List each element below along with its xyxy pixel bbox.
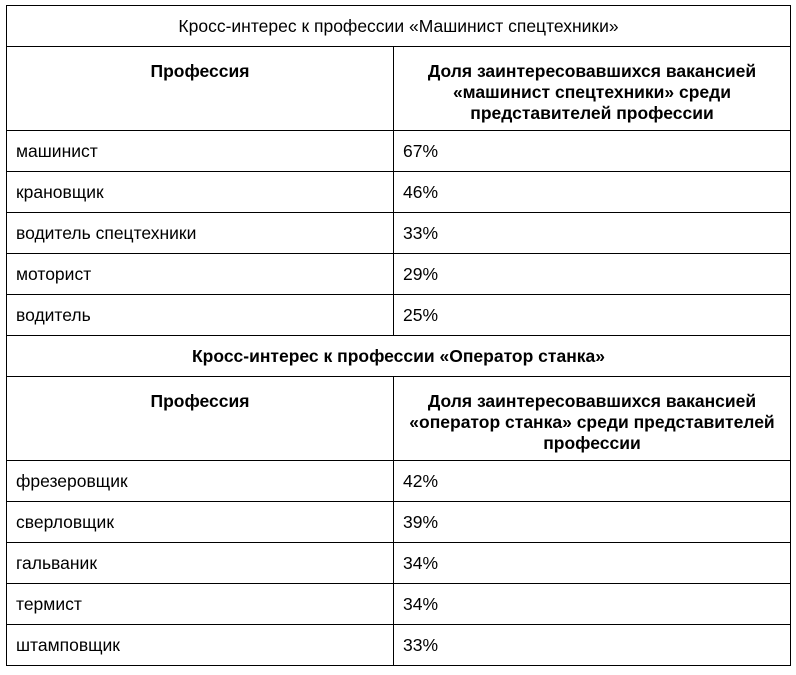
- profession-cell: водитель: [6, 294, 394, 336]
- table-row: водитель спецтехники 33%: [6, 212, 791, 254]
- cross-interest-table: Кросс-интерес к профессии «Машинист спец…: [6, 5, 791, 666]
- profession-cell: штамповщик: [6, 624, 394, 666]
- share-cell: 33%: [393, 624, 791, 666]
- share-cell: 29%: [393, 253, 791, 295]
- header-share: Доля заинтересовавшихся вакансией «опера…: [393, 376, 791, 461]
- profession-cell: машинист: [6, 130, 394, 172]
- profession-cell: гальваник: [6, 542, 394, 584]
- table-row: фрезеровщик 42%: [6, 460, 791, 502]
- table-row: сверловщик 39%: [6, 501, 791, 543]
- profession-cell: фрезеровщик: [6, 460, 394, 502]
- header-share: Доля заинтересовавшихся вакансией «машин…: [393, 46, 791, 131]
- section-title: Кросс-интерес к профессии «Оператор стан…: [6, 335, 791, 377]
- profession-cell: крановщик: [6, 171, 394, 213]
- share-cell: 46%: [393, 171, 791, 213]
- table-row: водитель 25%: [6, 294, 791, 336]
- share-cell: 39%: [393, 501, 791, 543]
- share-cell: 67%: [393, 130, 791, 172]
- table-row: штамповщик 33%: [6, 624, 791, 666]
- share-cell: 34%: [393, 583, 791, 625]
- header-row: Профессия Доля заинтересовавшихся ваканс…: [6, 376, 791, 461]
- profession-cell: водитель спецтехники: [6, 212, 394, 254]
- table-row: моторист 29%: [6, 253, 791, 295]
- share-cell: 42%: [393, 460, 791, 502]
- header-profession: Профессия: [6, 376, 394, 461]
- table-row: машинист 67%: [6, 130, 791, 172]
- section-title-row: Кросс-интерес к профессии «Машинист спец…: [6, 5, 791, 47]
- table-row: гальваник 34%: [6, 542, 791, 584]
- section-title: Кросс-интерес к профессии «Машинист спец…: [6, 5, 791, 47]
- share-cell: 33%: [393, 212, 791, 254]
- header-profession: Профессия: [6, 46, 394, 131]
- share-cell: 34%: [393, 542, 791, 584]
- profession-cell: моторист: [6, 253, 394, 295]
- profession-cell: термист: [6, 583, 394, 625]
- profession-cell: сверловщик: [6, 501, 394, 543]
- header-row: Профессия Доля заинтересовавшихся ваканс…: [6, 46, 791, 131]
- table-row: термист 34%: [6, 583, 791, 625]
- share-cell: 25%: [393, 294, 791, 336]
- table-row: крановщик 46%: [6, 171, 791, 213]
- section-title-row: Кросс-интерес к профессии «Оператор стан…: [6, 335, 791, 377]
